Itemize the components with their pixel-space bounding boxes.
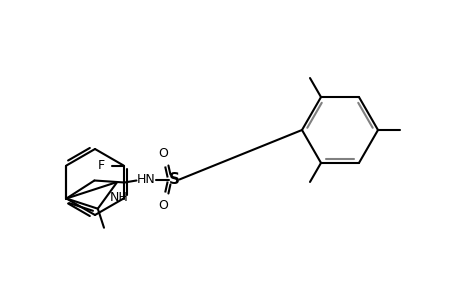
Text: O: O [158,147,168,160]
Text: F: F [98,159,105,172]
Text: NH: NH [110,191,129,204]
Text: O: O [158,199,168,212]
Text: HN: HN [137,173,156,186]
Text: S: S [168,172,179,187]
